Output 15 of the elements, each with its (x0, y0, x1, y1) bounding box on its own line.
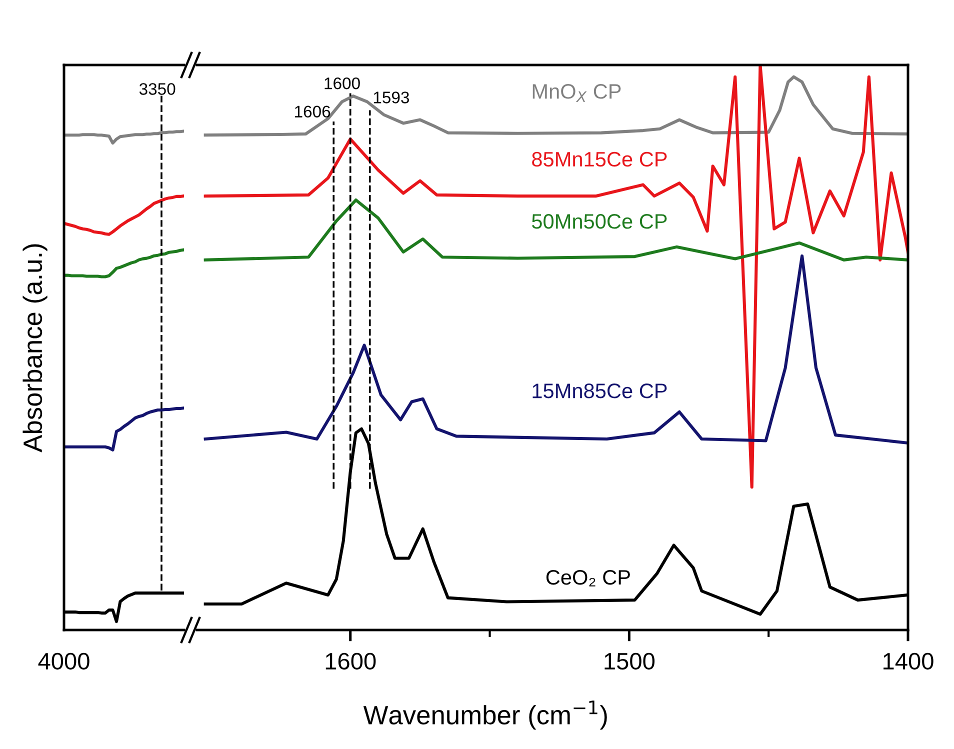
series-label: 85Mn15Ce CP (532, 152, 667, 167)
ref-line-label: 1606 (295, 106, 330, 118)
x-tick-label: 1600 (326, 652, 376, 670)
ref-line-label: 1600 (324, 77, 360, 90)
text: 4000 (38, 652, 90, 670)
text: 3350 (139, 83, 176, 95)
ref-line-label: 1593 (374, 92, 409, 104)
series-label: 50Mn50Ce CP (532, 214, 667, 229)
series-label: MnO$_{X}$ CP (532, 84, 621, 102)
series-label: CeO₂ CP (546, 570, 630, 586)
x-tick-label: 1400 (884, 652, 934, 670)
y-axis-title: Absorbance (a.u.) (22, 244, 48, 452)
x-tick-label: 1500 (604, 652, 655, 670)
series-label: 15Mn85Ce CP (532, 384, 667, 398)
x-axis-title: Wavenumber (cm$^{−1}$) (363, 700, 607, 730)
